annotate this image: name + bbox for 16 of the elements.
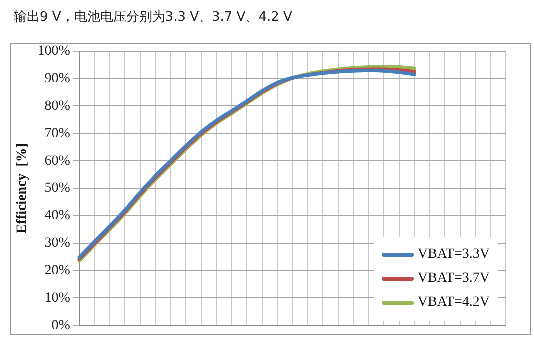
y-tick-label: 70%	[44, 126, 71, 142]
y-tick-label: 10%	[44, 290, 71, 306]
y-tick-label: 90%	[44, 71, 71, 86]
y-axis-title: Efficiency [%]	[15, 143, 30, 234]
legend-label: VBAT=3.3V	[418, 247, 490, 263]
chart-title: 输出9 V，电池电压分别为3.3 V、3.7 V、4.2 V	[14, 9, 292, 26]
y-tick-label: 50%	[44, 181, 71, 196]
y-tick-label: 100%	[38, 44, 71, 60]
y-tick-label: 40%	[44, 208, 71, 224]
y-tick-label: 80%	[44, 98, 71, 114]
y-tick-label: 60%	[44, 154, 71, 169]
y-tick-label: 20%	[44, 263, 71, 278]
legend-label: VBAT=4.2V	[418, 295, 490, 311]
y-tick-label: 0%	[52, 318, 71, 334]
y-tick-label: 30%	[44, 236, 71, 252]
legend-label: VBAT=3.7V	[418, 271, 490, 287]
